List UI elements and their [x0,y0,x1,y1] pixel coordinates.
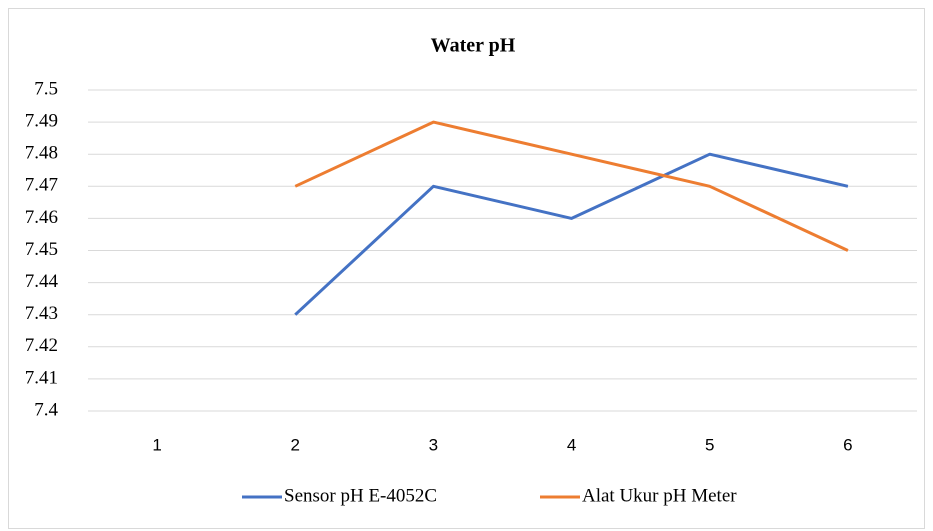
series-line [294,120,849,252]
chart-title: Water pH [431,35,516,57]
chart-border [8,8,925,529]
y-tick-label: 7.46 [25,207,58,228]
x-tick-label: 5 [705,435,714,454]
y-tick-label: 7.45 [25,239,58,260]
y-tick-label: 7.49 [25,110,58,131]
y-tick-label: 7.41 [25,367,58,388]
x-tick-label: 2 [291,435,300,454]
x-tick-label: 6 [843,435,852,454]
x-tick-label: 3 [429,435,438,454]
y-tick-label: 7.5 [34,78,58,99]
legend-label: Sensor pH E-4052C [284,485,437,506]
y-tick-label: 7.4 [34,399,58,420]
y-tick-label: 7.47 [25,175,58,196]
x-tick-label: 4 [567,435,576,454]
y-tick-label: 7.44 [25,271,59,292]
y-tick-label: 7.42 [25,335,58,356]
legend-label: Alat Ukur pH Meter [582,485,737,506]
y-tick-label: 7.43 [25,303,58,324]
y-tick-label: 7.48 [25,143,58,164]
series-line [294,152,849,316]
x-tick-label: 1 [152,435,161,454]
